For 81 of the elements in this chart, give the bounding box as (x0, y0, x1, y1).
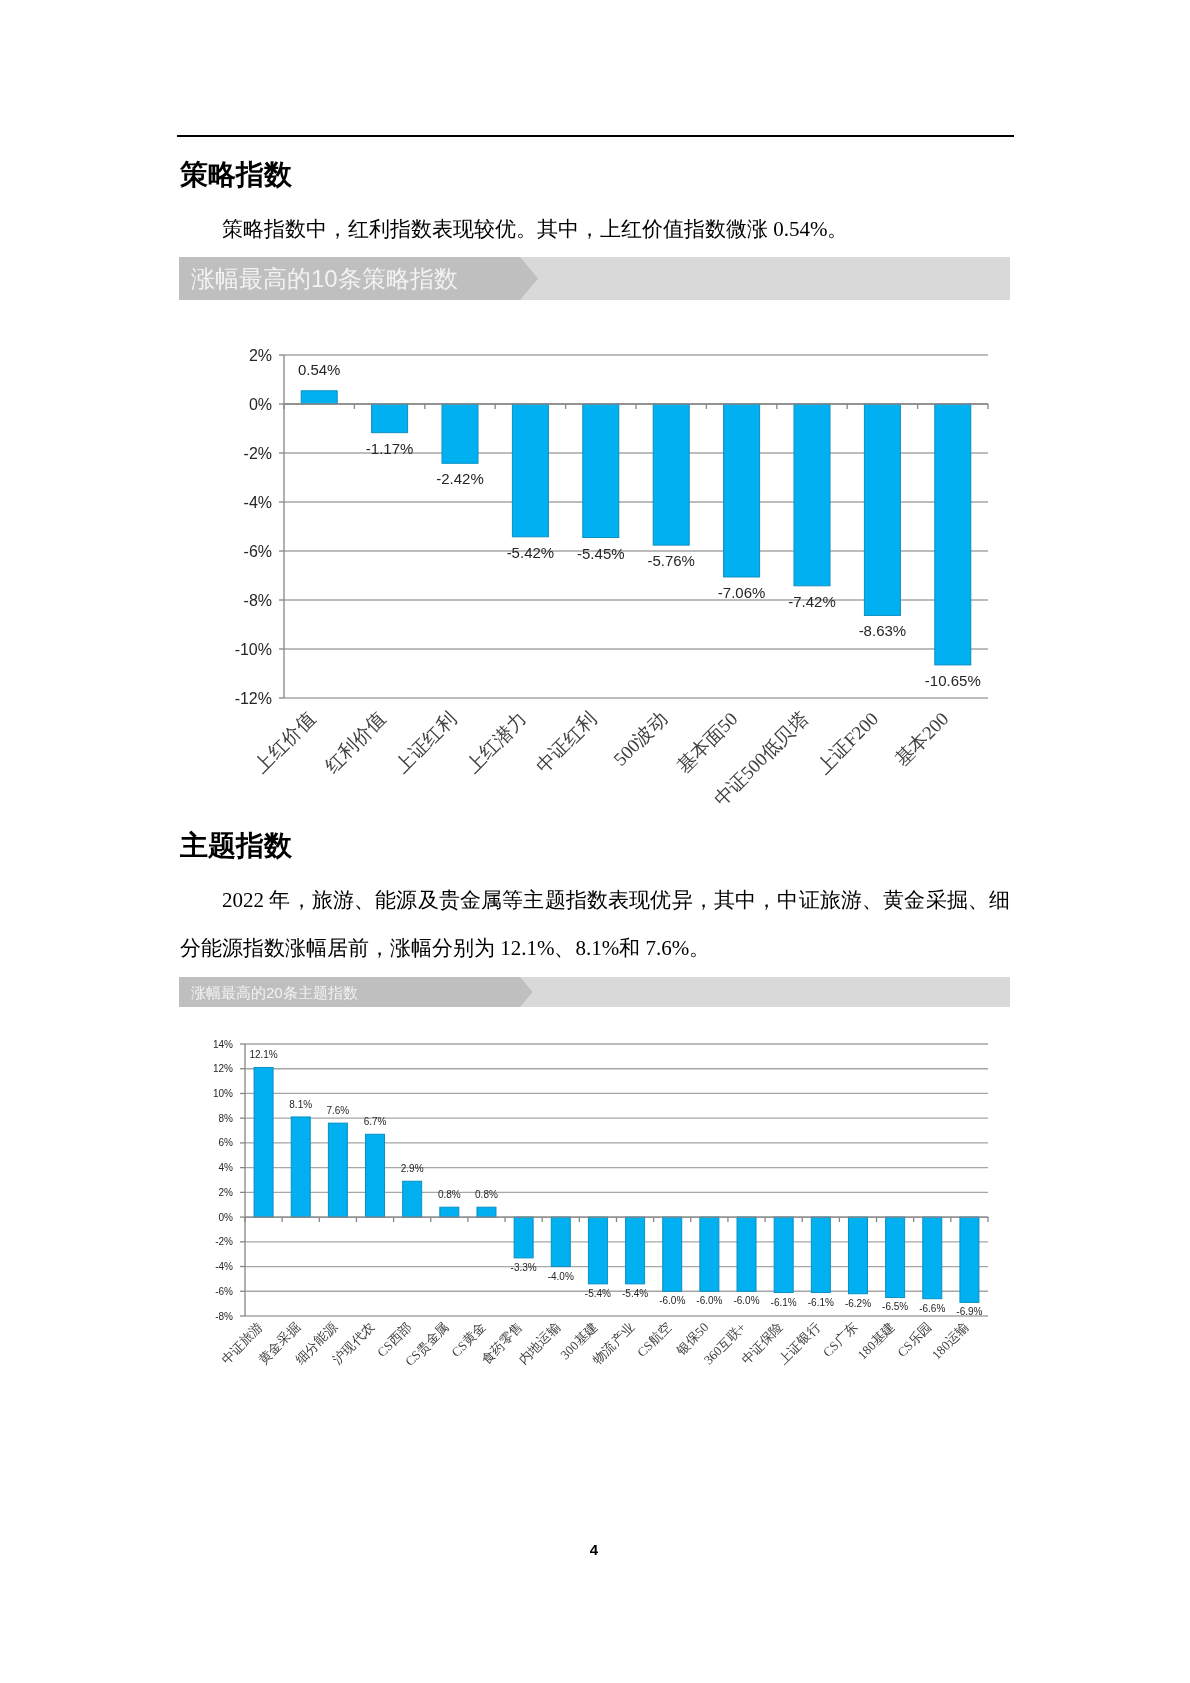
data-label: -6.6% (919, 1302, 946, 1314)
data-label: -5.42% (506, 543, 555, 561)
text: 4 (588, 1541, 600, 1558)
data-label: -7.06% (717, 583, 766, 601)
data-label: -8.63% (858, 622, 907, 640)
x-tick-label: 红利价值 (320, 707, 390, 777)
y-tick-label: -4% (215, 1261, 234, 1273)
y-tick-label: 8% (218, 1112, 234, 1124)
y-tick-label: 14% (212, 1038, 234, 1050)
data-label: -6.1% (807, 1296, 834, 1308)
text: 2022 年，旅游、能源及贵金属等主题指数表现优异，其中，中证旅游、黄金采掘、细分能源指数涨幅居前，涨幅分别为 12.1%、8.1%和 7.6%。 (180, 887, 1010, 962)
bar (773, 1216, 794, 1294)
data-label: -6.2% (844, 1297, 872, 1309)
y-tick-label: 0% (248, 395, 272, 413)
y-tick-label: 2% (218, 1186, 234, 1198)
data-label: -6.5% (882, 1301, 909, 1313)
y-tick-label: 0% (218, 1211, 234, 1223)
y-tick-label: 6% (218, 1137, 234, 1149)
bar (290, 1116, 311, 1218)
text: 策略指数中，红利指数表现较优。其中，上红价值指数微涨 0.54%。 (221, 216, 850, 243)
y-tick-label: 10% (212, 1087, 234, 1099)
bar (699, 1216, 720, 1292)
bar (327, 1122, 348, 1218)
data-label: -6.0% (733, 1295, 760, 1307)
bar (365, 1133, 386, 1218)
data-label: -5.4% (622, 1287, 649, 1299)
data-label: 7.6% (326, 1105, 350, 1117)
data-label: 0.54% (297, 360, 341, 378)
data-label: -5.4% (584, 1287, 612, 1299)
data-label: -2.42% (436, 470, 484, 488)
data-label: 0.8% (475, 1189, 498, 1201)
y-tick-label: -6% (243, 542, 272, 560)
bar (885, 1216, 906, 1298)
y-tick-label: -10% (234, 640, 272, 658)
data-label: -3.3% (510, 1261, 537, 1273)
data-label: -6.1% (770, 1296, 797, 1308)
data-label: -6.0% (696, 1295, 723, 1307)
y-tick-label: -12% (234, 689, 272, 707)
bar (550, 1216, 571, 1268)
data-label: 8.1% (289, 1098, 313, 1110)
y-tick-label: -8% (243, 591, 272, 609)
data-label: -6.0% (659, 1295, 686, 1307)
data-label: -5.45% (577, 544, 625, 562)
data-label: -10.65% (924, 671, 981, 689)
y-tick-label: 4% (218, 1162, 234, 1174)
x-tick-label: CS航空 (634, 1319, 675, 1360)
text: 主题指数 (180, 829, 292, 863)
x-tick-label: 上证红利 (391, 707, 460, 777)
data-label: -4.0% (547, 1270, 574, 1282)
text: 策略指数 (180, 158, 292, 192)
bar (253, 1066, 274, 1218)
bar (959, 1216, 980, 1303)
y-tick-label: -6% (215, 1285, 234, 1297)
data-label: -5.76% (647, 552, 695, 570)
data-label: 6.7% (363, 1116, 387, 1128)
x-tick-label: 上红潜力 (461, 707, 531, 777)
bar (587, 1216, 608, 1285)
bar (402, 1180, 423, 1218)
y-tick-label: -2% (215, 1236, 234, 1248)
y-tick-label: -2% (243, 444, 272, 462)
x-tick-label: 基本200 (890, 707, 953, 770)
bar (736, 1216, 757, 1292)
x-tick-label: 500波动 (609, 707, 672, 770)
x-tick-label: 中证红利 (532, 707, 601, 777)
data-label: 12.1% (249, 1049, 278, 1061)
bar (810, 1216, 831, 1294)
data-label: -7.42% (788, 592, 836, 610)
y-tick-label: -4% (243, 493, 272, 511)
data-label: -1.17% (365, 439, 414, 457)
y-tick-label: 2% (248, 346, 272, 364)
bar (662, 1216, 683, 1292)
data-label: 2.9% (400, 1163, 424, 1175)
bar (847, 1216, 868, 1295)
data-label: -6.9% (956, 1306, 983, 1318)
bar (625, 1216, 646, 1285)
y-tick-label: -8% (215, 1310, 234, 1322)
x-tick-label: 上红价值 (250, 707, 320, 777)
bar (922, 1216, 943, 1300)
bar (513, 1216, 534, 1259)
data-label: 0.8% (437, 1189, 461, 1201)
y-tick-label: 12% (212, 1063, 234, 1075)
